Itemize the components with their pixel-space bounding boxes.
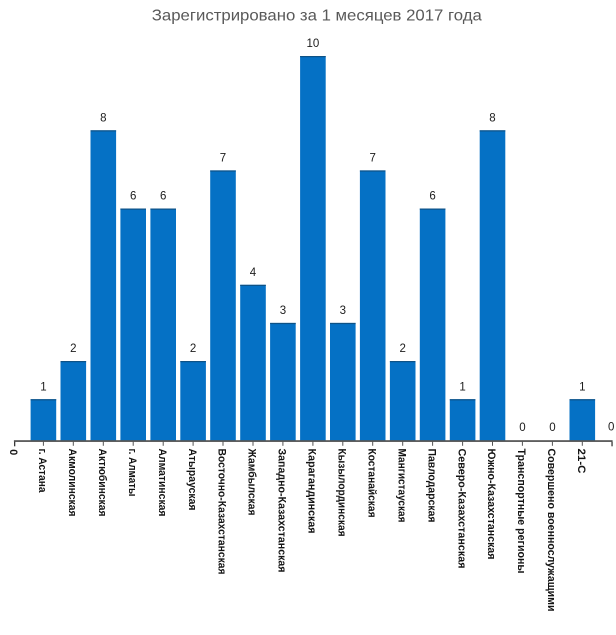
svg-text:Актюбинская: Актюбинская <box>96 449 108 517</box>
svg-text:Северо-Казахстанская: Северо-Казахстанская <box>455 449 467 569</box>
svg-text:г. Астана: г. Астана <box>36 449 48 494</box>
svg-text:Павлодарская: Павлодарская <box>425 449 437 523</box>
svg-text:Кызылординская: Кызылординская <box>336 449 348 537</box>
svg-text:2: 2 <box>190 343 196 355</box>
svg-text:8: 8 <box>100 113 106 125</box>
svg-text:3: 3 <box>340 305 346 317</box>
svg-text:Южно-Казахстанская: Южно-Казахстанская <box>485 449 497 560</box>
svg-text:6: 6 <box>130 191 136 203</box>
svg-text:3: 3 <box>280 305 286 317</box>
svg-text:6: 6 <box>160 191 166 203</box>
svg-text:1: 1 <box>40 381 46 393</box>
svg-text:Атырауская: Атырауская <box>186 449 198 511</box>
svg-text:Западно-Казахстанская: Западно-Казахстанская <box>276 449 288 573</box>
svg-text:2: 2 <box>399 343 405 355</box>
svg-text:Карагандинская: Карагандинская <box>306 449 318 534</box>
svg-text:Мангистауская: Мангистауская <box>395 449 407 523</box>
svg-text:Зарегистрировано за 1 месяцев: Зарегистрировано за 1 месяцев 2017 года <box>152 8 482 25</box>
svg-text:Акмолинская: Акмолинская <box>66 449 78 517</box>
svg-text:0: 0 <box>549 422 555 434</box>
svg-text:Транспортные регионы: Транспортные регионы <box>515 449 527 574</box>
svg-text:0: 0 <box>7 449 19 455</box>
svg-text:0: 0 <box>519 422 525 434</box>
svg-text:10: 10 <box>307 38 320 50</box>
svg-text:21-С: 21-С <box>575 449 587 474</box>
svg-text:Совершено военнослужащими: Совершено военнослужащими <box>545 449 557 612</box>
svg-text:Восточно-Казахстанская: Восточно-Казахстанская <box>216 449 228 575</box>
svg-text:0: 0 <box>608 422 614 434</box>
svg-text:2: 2 <box>70 343 76 355</box>
svg-text:1: 1 <box>579 381 585 393</box>
svg-text:7: 7 <box>220 153 226 165</box>
svg-text:7: 7 <box>369 153 375 165</box>
svg-text:4: 4 <box>250 267 257 279</box>
svg-text:Жамбылская: Жамбылская <box>246 448 258 516</box>
svg-text:6: 6 <box>429 191 435 203</box>
svg-text:1: 1 <box>459 381 465 393</box>
svg-text:Костанайская: Костанайская <box>365 449 377 518</box>
svg-text:8: 8 <box>489 113 495 125</box>
svg-text:г. Алматы: г. Алматы <box>126 449 138 497</box>
svg-text:Алматинская: Алматинская <box>156 449 168 517</box>
